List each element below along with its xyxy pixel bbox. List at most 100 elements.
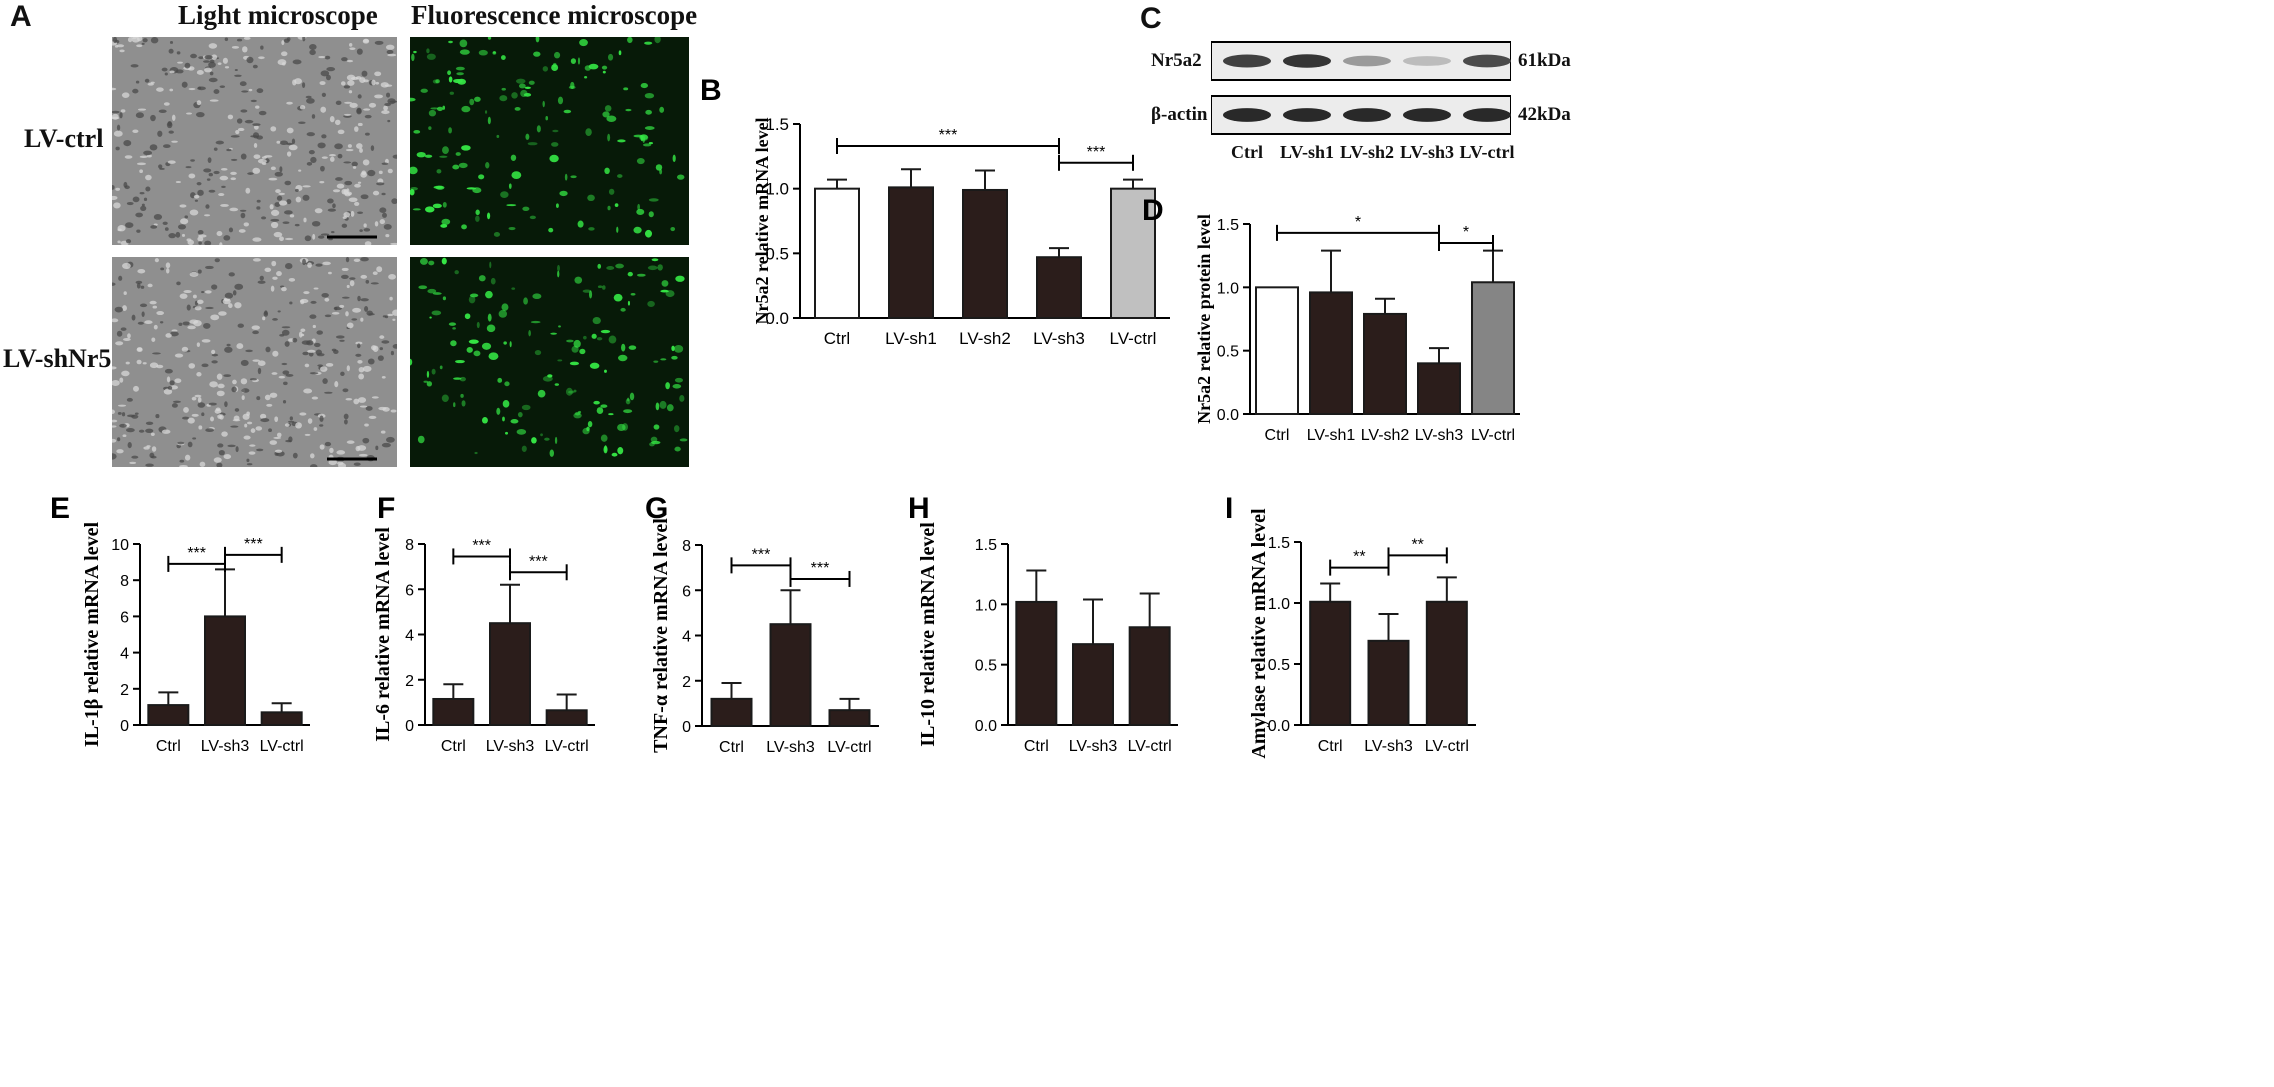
cell-mark: [363, 228, 371, 232]
cell-mark: [274, 416, 279, 423]
cell-mark: [392, 154, 397, 159]
cell-mark: [327, 271, 332, 275]
cell-mark: [150, 114, 156, 122]
cell-mark: [359, 77, 366, 83]
fluorescent-cell: [474, 96, 481, 102]
cell-mark: [252, 237, 262, 242]
significance-label: ***: [187, 545, 206, 562]
category-label: Ctrl: [719, 739, 744, 756]
cell-mark: [378, 170, 383, 175]
cell-mark: [318, 55, 326, 59]
cell-mark: [163, 388, 173, 395]
cell-mark: [166, 121, 173, 129]
y-tick-label: 8: [405, 537, 414, 554]
cell-mark: [309, 372, 319, 375]
cell-mark: [288, 436, 293, 443]
significance-label: ***: [752, 546, 771, 563]
cell-mark: [246, 463, 253, 466]
cell-mark: [314, 342, 321, 348]
fluorescent-cell: [453, 78, 463, 84]
fluorescent-cell: [468, 295, 476, 304]
cell-mark: [320, 233, 330, 236]
fluorescent-cell: [410, 358, 413, 366]
cell-mark: [359, 229, 363, 233]
cell-mark: [252, 123, 261, 127]
cell-mark: [392, 318, 396, 321]
fluorescent-cell: [423, 380, 429, 383]
fluorescent-cell: [606, 115, 617, 122]
cell-mark: [126, 428, 135, 433]
y-axis-label: TNF-α relative mRNA level: [650, 518, 672, 753]
fluorescent-cell: [464, 313, 471, 320]
fluorescent-cell: [432, 203, 442, 209]
cell-mark: [119, 49, 125, 53]
cell-mark: [284, 237, 294, 241]
fluorescent-cell: [478, 49, 488, 56]
cell-mark: [317, 142, 326, 149]
fluorescent-cell: [579, 348, 586, 355]
fluorescent-cell: [452, 164, 460, 170]
fluorescent-cell: [554, 436, 558, 445]
cell-mark: [179, 204, 187, 208]
cell-mark: [379, 347, 384, 351]
cell-mark: [223, 235, 231, 241]
y-tick-label: 4: [120, 646, 129, 663]
cell-mark: [136, 282, 141, 289]
cell-mark: [345, 148, 354, 152]
fluorescent-cell: [661, 280, 669, 287]
fluorescent-cell: [557, 96, 564, 105]
fluorescent-cell: [531, 437, 537, 444]
fluorescent-cell: [611, 452, 618, 457]
cell-mark: [383, 224, 392, 230]
fluorescent-cell: [589, 290, 593, 299]
cell-mark: [152, 305, 158, 309]
cell-mark: [133, 385, 139, 392]
cell-mark: [183, 407, 189, 413]
cell-mark: [215, 140, 224, 145]
category-label: LV-sh2: [959, 329, 1011, 348]
cell-mark: [257, 280, 266, 284]
cell-mark: [261, 216, 267, 220]
panel-c-letter: C: [1140, 2, 1162, 35]
cell-mark: [260, 418, 270, 423]
cell-mark: [246, 56, 254, 64]
cell-mark: [216, 231, 223, 237]
fluorescent-cell: [564, 173, 568, 181]
fluorescent-cell: [503, 341, 507, 345]
cell-mark: [379, 219, 386, 225]
fluorescent-cell: [441, 257, 447, 265]
cell-mark: [153, 214, 163, 220]
cell-mark: [357, 295, 361, 302]
fluorescent-cell: [475, 215, 480, 222]
cell-mark: [307, 262, 312, 268]
cell-mark: [302, 351, 309, 356]
cell-mark: [181, 81, 188, 88]
cell-mark: [195, 111, 205, 118]
cell-mark: [272, 350, 279, 357]
cell-mark: [354, 126, 359, 132]
fluorescent-cell: [461, 105, 471, 113]
cell-mark: [270, 126, 277, 132]
fluorescent-cell: [486, 324, 496, 333]
cell-mark: [282, 221, 290, 225]
cell-mark: [165, 333, 172, 338]
cell-mark: [139, 303, 148, 308]
fluorescent-cell: [473, 350, 481, 357]
cell-mark: [271, 260, 277, 267]
cell-mark: [253, 143, 258, 148]
fluorescent-cell: [604, 369, 607, 373]
cell-mark: [321, 134, 327, 139]
cell-mark: [346, 284, 350, 289]
cell-mark: [240, 109, 248, 113]
cell-mark: [124, 155, 133, 159]
cell-mark: [352, 165, 357, 169]
cell-mark: [246, 458, 250, 463]
blot-lane-label: LV-sh3: [1399, 142, 1455, 162]
bar: [769, 623, 812, 727]
fluorescent-cell: [623, 409, 633, 414]
cell-mark: [342, 388, 349, 393]
fluorescent-cell: [666, 404, 674, 412]
blot-band: [1463, 54, 1511, 68]
cell-mark: [350, 210, 355, 217]
y-tick-label: 2: [682, 674, 691, 691]
